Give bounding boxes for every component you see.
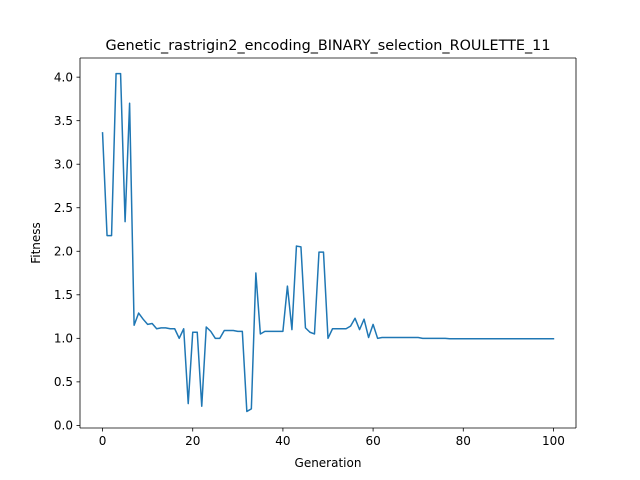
y-tick-label: 2.5 bbox=[54, 201, 73, 215]
x-tick-label: 60 bbox=[365, 434, 380, 448]
x-tick-label: 20 bbox=[185, 434, 200, 448]
y-tick-label: 4.0 bbox=[54, 70, 73, 84]
axes-frame bbox=[79, 57, 577, 429]
y-tick-label: 3.5 bbox=[54, 114, 73, 128]
x-tick-label: 80 bbox=[456, 434, 471, 448]
y-tick-label: 1.5 bbox=[54, 288, 73, 302]
plot-background bbox=[80, 58, 576, 428]
y-tick-label: 3.0 bbox=[54, 158, 73, 172]
x-tick-label: 0 bbox=[99, 434, 107, 448]
x-tick-label: 100 bbox=[542, 434, 565, 448]
x-axis-label: Generation bbox=[295, 456, 362, 470]
y-tick-label: 1.0 bbox=[54, 332, 73, 346]
plot-area: 0 20 40 60 80 100 0.0 0.5 1.0 1.5 2.0 2.5 3.0 3.5 4.0 bbox=[54, 57, 577, 448]
y-tick-label: 0.5 bbox=[54, 375, 73, 389]
x-axis-ticks: 0 20 40 60 80 100 bbox=[99, 428, 565, 448]
y-tick-label: 0.0 bbox=[54, 419, 73, 433]
x-tick-label: 40 bbox=[275, 434, 290, 448]
series-line-1 bbox=[101, 72, 555, 413]
y-axis-ticks: 0.0 0.5 1.0 1.5 2.0 2.5 3.0 3.5 4.0 bbox=[54, 70, 80, 433]
chart-title: Genetic_rastrigin2_encoding_BINARY_selec… bbox=[106, 38, 551, 54]
y-tick-label: 2.0 bbox=[54, 245, 73, 259]
y-axis-label: Fitness bbox=[29, 222, 43, 264]
series-layer bbox=[101, 72, 555, 413]
